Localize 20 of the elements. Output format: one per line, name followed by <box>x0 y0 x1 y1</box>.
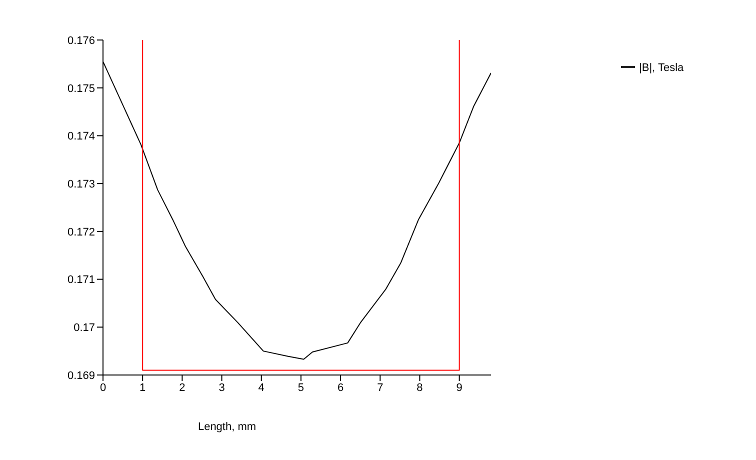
y-tick-label: 0.175 <box>67 82 95 95</box>
x-tick-label: 6 <box>337 382 344 394</box>
x-tick-label: 1 <box>140 382 146 394</box>
y-tick-label: 0.17 <box>74 322 95 334</box>
y-tick-label: 0.169 <box>67 370 95 382</box>
x-tick-label: 4 <box>258 382 264 394</box>
x-tick-label: 8 <box>416 382 423 394</box>
y-tick-label: 0.173 <box>67 178 95 190</box>
y-tick-label: 0.176 <box>67 34 95 47</box>
y-tick-label: 0.174 <box>67 130 95 143</box>
x-tick-label: 3 <box>218 382 225 394</box>
x-tick-label: 0 <box>100 382 106 394</box>
x-tick-label: 5 <box>298 382 304 394</box>
y-tick-label: 0.171 <box>67 274 95 286</box>
x-tick-label: 7 <box>377 382 384 394</box>
x-tick-label: 2 <box>179 382 186 394</box>
legend-label: |B|, Tesla <box>639 62 684 74</box>
y-tick-label: 0.172 <box>67 226 95 238</box>
x-tick-label: 9 <box>456 382 462 394</box>
x-axis-title: Length, mm <box>198 421 256 433</box>
